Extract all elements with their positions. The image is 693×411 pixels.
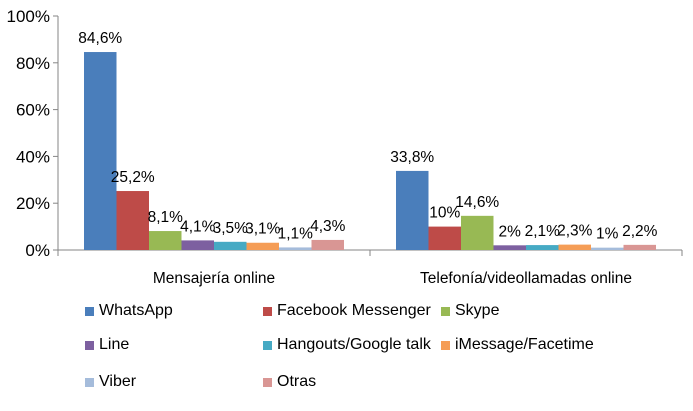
bar <box>279 247 312 250</box>
bar <box>428 226 461 250</box>
data-label: 2,2% <box>622 223 658 240</box>
data-label: 10% <box>429 205 460 222</box>
bar <box>246 242 279 250</box>
data-label: 2,1% <box>525 223 561 240</box>
y-tick-label: 40% <box>16 147 50 166</box>
data-labels: 84,6% 25,2% 8,1%4,1%3,5%3,1%1,1%4,3% 33,8% 1… <box>78 30 657 243</box>
data-label: 25,2% <box>111 169 155 186</box>
data-label: 1% <box>596 226 619 243</box>
data-label: 4,3% <box>310 218 346 235</box>
category-label: Telefonía/videollamadas online <box>420 270 632 287</box>
bar <box>396 170 429 250</box>
bars <box>84 52 656 251</box>
y-tick-label: 100% <box>7 7 50 26</box>
category-label: Mensajería online <box>153 270 275 287</box>
data-label: 84,6% <box>78 30 122 47</box>
bar <box>493 245 526 250</box>
x-axis: Mensajería online Telefonía/videollamadas… <box>57 249 683 287</box>
y-tick-label: 80% <box>16 54 50 73</box>
bar <box>84 52 117 251</box>
bar <box>558 244 591 250</box>
data-label: 2,3% <box>557 223 593 240</box>
data-label: 2% <box>499 223 522 240</box>
data-label: 3,1% <box>245 221 281 238</box>
data-label: 33,8% <box>390 149 434 166</box>
y-tick-label: 20% <box>16 194 50 213</box>
bar <box>591 247 624 250</box>
data-label: 1,1% <box>278 225 314 242</box>
data-label: 14,6% <box>455 194 499 211</box>
bar <box>116 191 149 250</box>
bar <box>623 244 656 250</box>
bar <box>311 239 344 250</box>
data-label: 8,1% <box>148 209 184 226</box>
bar <box>526 245 559 250</box>
y-tick-label: 0% <box>25 241 50 260</box>
y-axis: 0% 20% 40% 60% 80% 100% <box>7 7 59 260</box>
bar <box>149 231 182 250</box>
bar <box>461 215 494 250</box>
data-label: 3,5% <box>213 220 249 237</box>
bar <box>181 240 214 250</box>
bar <box>214 241 247 250</box>
y-tick-label: 60% <box>16 101 50 120</box>
data-label: 4,1% <box>180 218 216 235</box>
